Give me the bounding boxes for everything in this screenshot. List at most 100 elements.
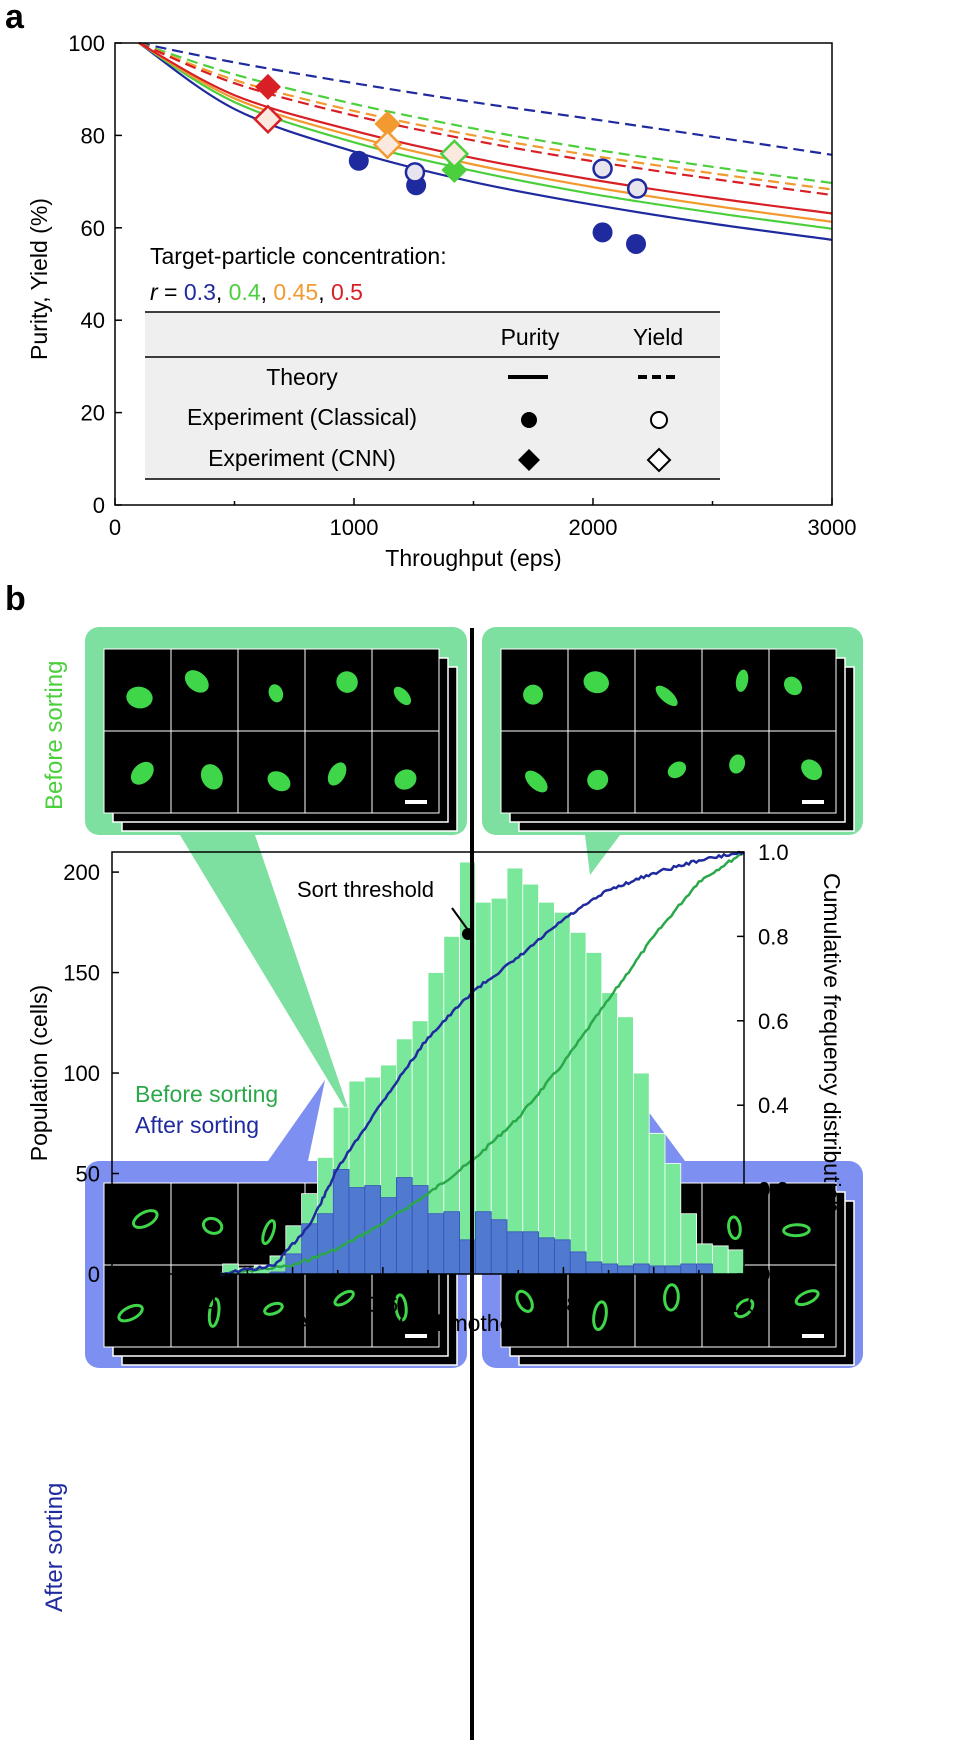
- bar-after-sorting: [538, 1237, 555, 1275]
- cell-image: [727, 1215, 742, 1241]
- cell-image: [794, 1289, 820, 1307]
- y-axis-title: Purity, Yield (%): [26, 198, 52, 360]
- bar-after-sorting: [680, 1263, 697, 1275]
- cell-image: [132, 1209, 159, 1229]
- bar-after-sorting: [427, 1213, 445, 1275]
- x-tick-label: 2000: [569, 515, 618, 540]
- cell-image: [117, 1303, 144, 1323]
- classical-purity-point-r0.3: [348, 150, 369, 171]
- cell-image: [592, 1300, 608, 1332]
- x-tick-label: 0.4: [187, 1292, 218, 1317]
- legend-row-cnn: Experiment (CNN): [208, 445, 396, 471]
- cell-image: [783, 676, 803, 696]
- cell-image: [130, 761, 154, 785]
- cell-image: [184, 670, 209, 693]
- callout-tail-before-left: [180, 835, 352, 1120]
- bar-after-sorting: [490, 1219, 508, 1275]
- x-tick-label: 0: [109, 515, 121, 540]
- legend-title: Target-particle concentration:: [150, 243, 447, 269]
- x-tick-label: 0.6: [368, 1292, 399, 1317]
- bar-before-sorting: [633, 1072, 650, 1275]
- y-right-tick-label: 0.4: [758, 1093, 789, 1118]
- cell-image: [393, 686, 412, 706]
- bar-after-sorting: [585, 1261, 603, 1275]
- bar-after-sorting: [664, 1265, 682, 1275]
- scale-bar: [405, 1334, 427, 1338]
- legend-header-purity: Purity: [501, 324, 560, 350]
- bar-before-sorting: [585, 952, 603, 1275]
- panel-b-label: b: [5, 580, 26, 618]
- classical-purity-point-r0.3: [592, 222, 613, 243]
- bar-before-sorting: [648, 1132, 666, 1275]
- y-tick-label: 20: [81, 401, 105, 426]
- classical-yield-point-r0.3: [404, 162, 426, 183]
- cell-image: [261, 1219, 277, 1246]
- theory-purity-line-r0.5: [138, 42, 833, 215]
- panel-a-legend: Target-particle concentration: r = 0.3, …: [145, 235, 720, 480]
- panel-a-chart: Target-particle concentration: r = 0.3, …: [26, 31, 856, 571]
- cell-image: [336, 671, 358, 693]
- panel-a-lines: [138, 41, 833, 241]
- legend-title-background: [145, 235, 525, 305]
- y-tick-label: 60: [81, 216, 105, 241]
- bar-after-sorting: [601, 1263, 618, 1275]
- panel-a-points: [253, 73, 648, 254]
- bar-before-sorting: [506, 867, 524, 1275]
- cell-image: [801, 759, 823, 781]
- callout-tail-before-right: [585, 835, 620, 875]
- panel-b-axes: 0 50 100 150 200 0 0.2 0.4 0.6 0.8 1.0 0.4 0.6 0.8 1.0…: [26, 840, 845, 1336]
- theory-yield-line-r0.45: [138, 41, 833, 191]
- bar-before-sorting: [490, 897, 508, 1275]
- classical-purity-point-r0.3: [626, 233, 647, 254]
- cnn-purity-point-r0.5: [254, 73, 281, 100]
- legend-sep: ,: [318, 279, 324, 305]
- bar-after-sorting: [506, 1231, 524, 1275]
- legend-purity-filled-circle: [521, 412, 537, 428]
- bar-after-sorting: [443, 1211, 460, 1275]
- cumulative-before-sorting: [220, 851, 745, 1276]
- bar-before-sorting: [712, 1245, 729, 1275]
- legend-purity-filled-diamond: [518, 449, 540, 471]
- y-tick-label: 0: [93, 493, 105, 518]
- bar-before-sorting: [617, 1016, 634, 1275]
- cell-image: [729, 754, 746, 774]
- bar-after-sorting: [648, 1265, 666, 1275]
- cell-image: [655, 685, 678, 707]
- cell-image: [663, 1283, 680, 1312]
- legend-row-classical: Experiment (Classical): [187, 404, 417, 430]
- legend-r-03: 0.3: [184, 279, 216, 305]
- legend-r-eq: =: [158, 279, 184, 305]
- bar-before-sorting: [727, 1249, 745, 1275]
- cnn-yield-point-r0.45: [372, 129, 403, 160]
- y-tick-label: 40: [81, 308, 105, 333]
- legend-before-sorting: Before sorting: [135, 1081, 278, 1107]
- legend-header-yield: Yield: [633, 324, 683, 350]
- panel-b-chart: 0 50 100 150 200 0 0.2 0.4 0.6 0.8 1.0 0.4 0.6 0.8 1.0…: [26, 840, 845, 1336]
- bar-after-sorting: [332, 1169, 350, 1275]
- classical-yield-point-r0.3: [592, 158, 613, 179]
- bar-after-sorting: [633, 1263, 650, 1275]
- sort-threshold-label: Sort threshold: [297, 877, 434, 902]
- bar-after-sorting: [380, 1197, 397, 1275]
- bar-after-sorting: [395, 1177, 413, 1275]
- cell-image: [583, 671, 609, 694]
- after-sorting-side-label: After sorting: [41, 1483, 68, 1612]
- legend-r-04: 0.4: [229, 279, 261, 305]
- x-axis-title: Throughput (eps): [385, 545, 561, 571]
- theory-purity-line-r0.4: [138, 42, 833, 230]
- y-tick-label: 50: [76, 1162, 100, 1187]
- y-right-tick-label: 0.6: [758, 1009, 789, 1034]
- theory-purity-line-r0.45: [138, 42, 833, 223]
- cell-image: [268, 684, 284, 703]
- legend-r-045: 0.45: [273, 279, 318, 305]
- x-tick-label: 1.0: [729, 1292, 760, 1317]
- bar-before-sorting: [538, 901, 555, 1275]
- cell-image: [735, 669, 749, 692]
- bar-before-sorting: [569, 931, 587, 1275]
- legend-table-background: [145, 312, 720, 479]
- y-right-tick-label: 0: [758, 1262, 770, 1287]
- cell-image: [200, 764, 223, 790]
- x-tick-label: 1000: [330, 515, 379, 540]
- cell-image: [263, 1301, 284, 1316]
